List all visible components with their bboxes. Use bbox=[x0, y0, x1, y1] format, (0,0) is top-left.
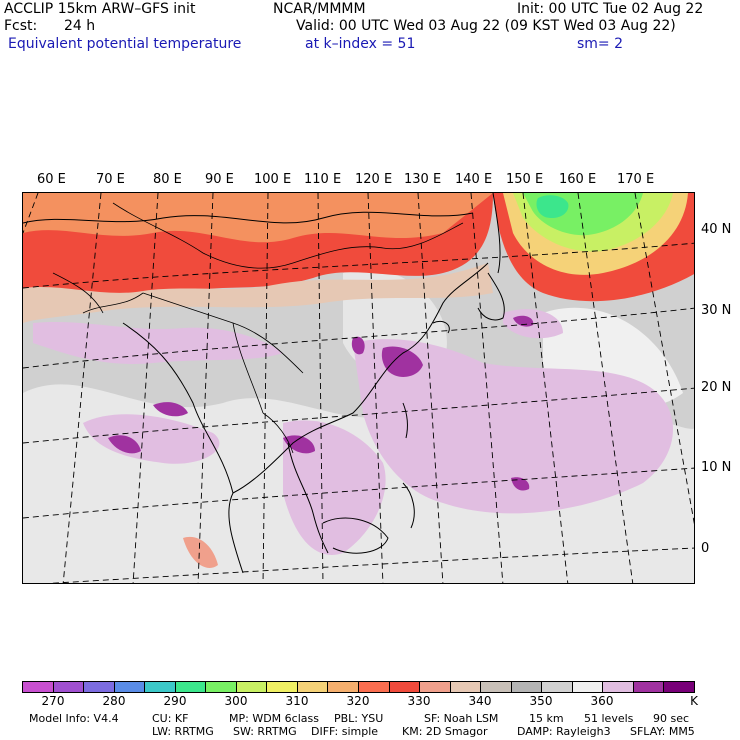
lon-label: 60 E bbox=[37, 172, 66, 187]
colorbar-swatch bbox=[236, 682, 268, 692]
colorbar-swatch bbox=[84, 682, 115, 692]
colorbar-tick: 350 bbox=[529, 694, 553, 708]
footer-item: SF: Noah LSM bbox=[424, 712, 499, 725]
colorbar-swatch bbox=[603, 682, 634, 692]
lon-label: 100 E bbox=[254, 172, 292, 187]
colorbar-tick: 270 bbox=[41, 694, 65, 708]
footer-item: CU: KF bbox=[152, 712, 189, 725]
colorbar-swatch bbox=[511, 682, 543, 692]
colorbar-tick: 310 bbox=[285, 694, 309, 708]
footer-item: SW: RRTMG bbox=[233, 725, 297, 738]
colorbar-swatch bbox=[206, 682, 237, 692]
warm-band-inner bbox=[23, 193, 493, 243]
moist-region bbox=[83, 414, 220, 464]
moist-core bbox=[283, 435, 315, 454]
lon-label: 150 E bbox=[506, 172, 544, 187]
moist-core bbox=[108, 435, 141, 454]
colorbar-tick: 320 bbox=[346, 694, 370, 708]
forecast-label: Fcst: bbox=[4, 18, 38, 34]
moist-core bbox=[511, 477, 530, 491]
init-time: Init: 00 UTC Tue 02 Aug 22 bbox=[517, 1, 704, 17]
colorbar-swatch bbox=[145, 682, 176, 692]
footer-item: DAMP: Rayleigh3 bbox=[517, 725, 611, 738]
transition-band bbox=[23, 263, 493, 323]
borders bbox=[52, 202, 464, 454]
valid-time: Valid: 00 UTC Wed 03 Aug 22 (09 KST Wed … bbox=[296, 18, 676, 34]
colorbar-swatch bbox=[267, 682, 298, 692]
colorbar-swatch bbox=[297, 682, 329, 692]
lon-label: 170 E bbox=[617, 172, 655, 187]
lat-label: 30 N bbox=[701, 303, 732, 318]
map-canvas bbox=[23, 193, 694, 583]
level-index: at k–index = 51 bbox=[305, 36, 416, 52]
colorbar-swatch bbox=[450, 682, 482, 692]
colorbar-swatch bbox=[389, 682, 421, 692]
model-title: ACCLIP 15km ARW–GFS init bbox=[4, 1, 196, 17]
colorbar-swatch bbox=[572, 682, 604, 692]
colorbar-swatch bbox=[633, 682, 665, 692]
footer-item: SFLAY: MM5 bbox=[630, 725, 695, 738]
colorbar-swatch bbox=[23, 682, 54, 692]
field-name: Equivalent potential temperature bbox=[8, 36, 242, 52]
lon-label: 80 E bbox=[153, 172, 182, 187]
warm-spot bbox=[183, 536, 218, 568]
colorbar-swatch bbox=[175, 682, 207, 692]
moist-core bbox=[381, 346, 423, 377]
theta-e-map bbox=[22, 192, 695, 584]
lon-label: 90 E bbox=[205, 172, 234, 187]
colorbar-swatch bbox=[53, 682, 85, 692]
moist-region bbox=[353, 339, 673, 514]
colorbar-swatch bbox=[328, 682, 360, 692]
footer-item: Model Info: V4.4 bbox=[29, 712, 119, 725]
colorbar-tick: 300 bbox=[224, 694, 248, 708]
footer-item: MP: WDM 6class bbox=[229, 712, 319, 725]
moist-region bbox=[283, 420, 386, 555]
colorbar-swatch bbox=[420, 682, 451, 692]
colorbar-swatch bbox=[359, 682, 390, 692]
moist-core bbox=[513, 315, 534, 327]
footer-item: 90 sec bbox=[653, 712, 690, 725]
colorbar-tick: 290 bbox=[163, 694, 187, 708]
footer-item: LW: RRTMG bbox=[152, 725, 214, 738]
footer-item: 15 km bbox=[529, 712, 564, 725]
ne-core bbox=[536, 195, 569, 219]
moist-core bbox=[153, 402, 188, 417]
producer-label: NCAR/MMMM bbox=[273, 1, 366, 17]
colorbar-swatch bbox=[114, 682, 146, 692]
lon-label: 70 E bbox=[96, 172, 125, 187]
footer-item: DIFF: simple bbox=[311, 725, 379, 738]
lat-label: 20 N bbox=[701, 380, 732, 395]
colorbar-swatch bbox=[542, 682, 573, 692]
colorbar-unit: K bbox=[690, 694, 698, 708]
colorbar bbox=[22, 681, 695, 693]
colorbar-swatch bbox=[664, 682, 695, 692]
colorbar-swatch bbox=[481, 682, 512, 692]
lat-label: 0 bbox=[701, 541, 710, 556]
lon-label: 130 E bbox=[404, 172, 442, 187]
lat-label: 40 N bbox=[701, 222, 732, 237]
smoothing-value: sm= 2 bbox=[577, 36, 624, 52]
colorbar-tick: 340 bbox=[468, 694, 492, 708]
lon-label: 140 E bbox=[455, 172, 493, 187]
colorbar-tick: 330 bbox=[407, 694, 431, 708]
colorbar-tick: 360 bbox=[590, 694, 614, 708]
moist-core bbox=[351, 336, 365, 355]
lon-label: 120 E bbox=[355, 172, 393, 187]
lat-label: 10 N bbox=[701, 460, 732, 475]
footer-item: 51 levels bbox=[584, 712, 634, 725]
graticule bbox=[23, 193, 694, 583]
forecast-hours: 24 h bbox=[64, 18, 96, 34]
lon-label: 110 E bbox=[304, 172, 342, 187]
footer-item: PBL: YSU bbox=[334, 712, 384, 725]
colorbar-tick: 280 bbox=[102, 694, 126, 708]
lon-label: 160 E bbox=[559, 172, 597, 187]
moist-region bbox=[33, 321, 283, 364]
footer-item: KM: 2D Smagor bbox=[402, 725, 488, 738]
